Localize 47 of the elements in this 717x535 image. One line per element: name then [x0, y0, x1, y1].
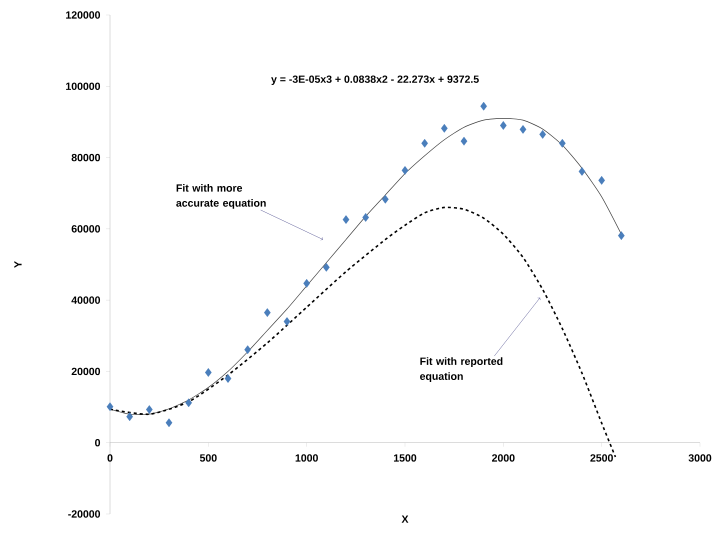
- point: [284, 317, 290, 326]
- point: [578, 167, 586, 176]
- point: [106, 402, 114, 412]
- x-axis-title: X: [402, 516, 408, 523]
- y-tick-label: 60000: [72, 225, 100, 233]
- point: [362, 213, 370, 222]
- annotation: Fit with reported equation: [420, 357, 502, 382]
- point: [460, 136, 468, 146]
- point: [421, 138, 428, 148]
- point: [480, 102, 488, 111]
- x-tick-label: 3000: [688, 454, 712, 462]
- point: [539, 130, 546, 139]
- point: [224, 374, 232, 383]
- point: [303, 278, 310, 288]
- y-tick-label: 80000: [72, 154, 100, 162]
- point: [558, 138, 566, 148]
- point: [598, 176, 606, 185]
- point: [618, 231, 625, 240]
- point: [402, 166, 408, 175]
- x-tick-label: 0: [107, 454, 112, 462]
- point: [322, 262, 330, 272]
- point: [500, 121, 507, 130]
- point: [342, 215, 350, 224]
- y-tick-label: 40000: [71, 296, 100, 304]
- y-tick-label: 20000: [72, 368, 100, 376]
- point: [146, 405, 153, 414]
- point: [520, 125, 526, 134]
- annotation: y = -3E-05x3 + 0.0838x2 - 22.273x + 9372.5: [271, 75, 479, 85]
- annotation: Fit with more accurate equation: [176, 184, 266, 209]
- y-tick-label: -20000: [68, 510, 100, 518]
- point: [185, 398, 192, 408]
- point: [166, 418, 172, 428]
- x-tick-label: 2000: [492, 454, 515, 462]
- point: [244, 345, 252, 354]
- y-tick-label: 120000: [66, 11, 100, 19]
- point: [264, 308, 271, 318]
- x-tick-label: 500: [200, 454, 217, 462]
- y-axis-title: Y: [14, 261, 22, 268]
- point: [440, 124, 448, 133]
- x-tick-label: 1500: [394, 454, 416, 462]
- x-tick-label: 1000: [296, 454, 318, 462]
- x-tick-label: 2500: [590, 454, 613, 462]
- point: [204, 368, 212, 377]
- y-tick-label: 100000: [66, 82, 100, 90]
- y-tick-label: 0: [95, 438, 100, 446]
- point: [382, 194, 389, 204]
- point: [126, 412, 134, 422]
